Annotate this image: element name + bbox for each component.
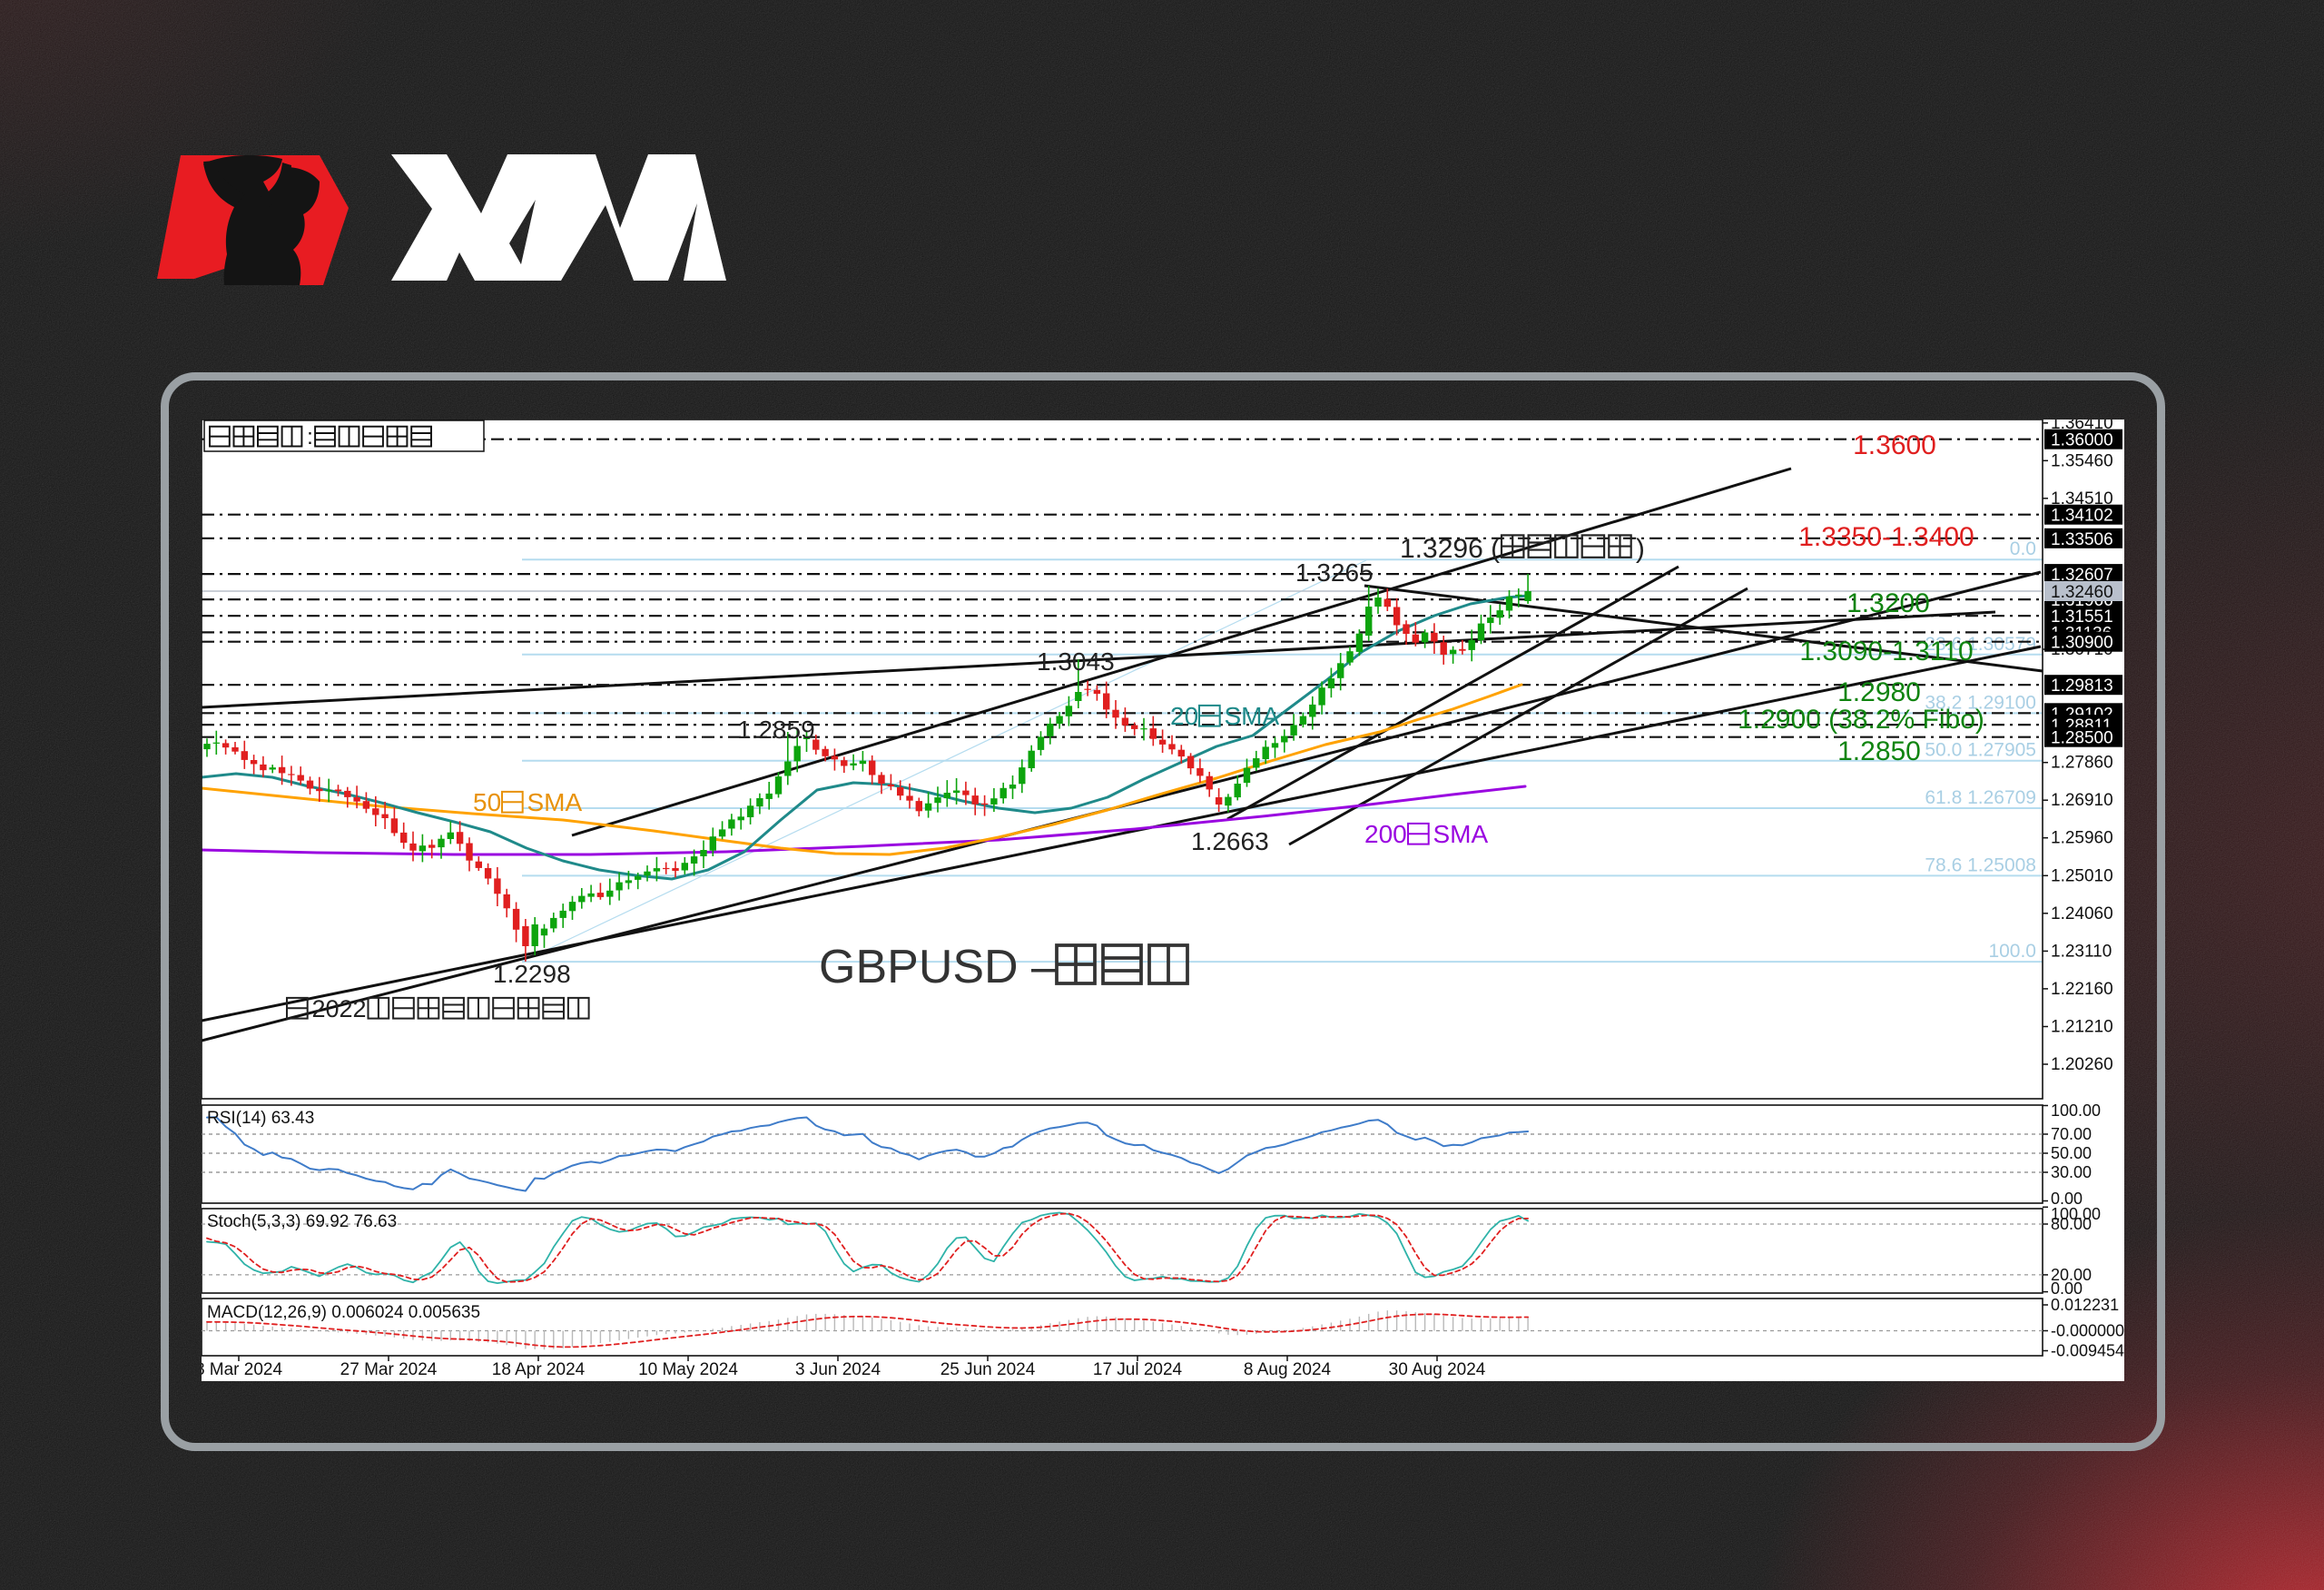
svg-text:200: 200	[1364, 820, 1407, 848]
svg-text:1.22160: 1.22160	[2051, 980, 2113, 999]
svg-text:100.00: 100.00	[2051, 1101, 2101, 1120]
svg-text:1.3043: 1.3043	[1037, 647, 1115, 676]
svg-text:1.2663: 1.2663	[1191, 827, 1269, 855]
svg-text:0.012231: 0.012231	[2051, 1296, 2119, 1314]
svg-text:23.6 1.30579: 23.6 1.30579	[1925, 634, 2036, 655]
svg-text:78.6 1.25008: 78.6 1.25008	[1925, 854, 2036, 875]
svg-text:38.2 1.29100: 38.2 1.29100	[1925, 692, 2036, 713]
svg-text:SMA: SMA	[1225, 702, 1280, 730]
svg-text:1.2850: 1.2850	[1837, 736, 1921, 766]
svg-text:1.36000: 1.36000	[2051, 431, 2113, 450]
svg-text:50.0 1.27905: 50.0 1.27905	[1925, 740, 2036, 761]
svg-text::: :	[307, 425, 313, 449]
svg-text:-0.009454: -0.009454	[2051, 1342, 2124, 1360]
svg-text:20.00: 20.00	[2051, 1266, 2092, 1284]
svg-text:30.00: 30.00	[2051, 1163, 2092, 1181]
svg-text:1.31551: 1.31551	[2051, 607, 2113, 627]
svg-text:1.23110: 1.23110	[2051, 942, 2112, 961]
svg-text:80.00: 80.00	[2051, 1215, 2092, 1233]
svg-text:17 Jul 2024: 17 Jul 2024	[1093, 1360, 1183, 1379]
svg-text:1.34102: 1.34102	[2051, 507, 2113, 526]
svg-text:20: 20	[1170, 702, 1198, 730]
svg-text:-0.000000: -0.000000	[2051, 1322, 2124, 1340]
svg-text:1.32607: 1.32607	[2051, 566, 2113, 585]
svg-text:0.00: 0.00	[2051, 1279, 2083, 1298]
svg-text:30 Aug 2024: 30 Aug 2024	[1389, 1360, 1486, 1379]
svg-text:1.3600: 1.3600	[1853, 430, 1936, 460]
svg-text:0.0: 0.0	[2010, 538, 2036, 559]
svg-text:1.30900: 1.30900	[2051, 634, 2113, 653]
svg-text:50: 50	[473, 788, 501, 816]
svg-text:1.27860: 1.27860	[2051, 754, 2113, 773]
svg-text:SMA: SMA	[527, 788, 583, 816]
svg-text:100.00: 100.00	[2051, 1205, 2101, 1223]
svg-text:10 May 2024: 10 May 2024	[638, 1360, 738, 1379]
svg-text:27 Mar 2024: 27 Mar 2024	[340, 1360, 438, 1379]
svg-text:1.25960: 1.25960	[2051, 829, 2113, 848]
svg-text:MACD(12,26,9) 0.006024 0.00563: MACD(12,26,9) 0.006024 0.005635	[207, 1303, 480, 1322]
svg-text:1.3350-1.3400: 1.3350-1.3400	[1798, 522, 1974, 552]
svg-text:1.3296 (: 1.3296 (	[1400, 534, 1500, 564]
svg-text:1.26910: 1.26910	[2051, 791, 2113, 810]
svg-text:1.21210: 1.21210	[2051, 1018, 2113, 1037]
svg-text:61.8 1.26709: 61.8 1.26709	[1925, 787, 2036, 808]
svg-text:1.3265: 1.3265	[1295, 558, 1374, 587]
svg-text:): )	[1636, 534, 1645, 564]
svg-text:1.28500: 1.28500	[2051, 729, 2113, 748]
svg-text:100.0: 100.0	[1988, 941, 2036, 962]
svg-text:1.33506: 1.33506	[2051, 530, 2113, 549]
svg-text:1.34510: 1.34510	[2051, 489, 2113, 509]
svg-text:1.35460: 1.35460	[2051, 451, 2113, 470]
svg-text:25 Jun 2024: 25 Jun 2024	[940, 1360, 1036, 1379]
svg-text:50.00: 50.00	[2051, 1144, 2092, 1162]
svg-text:8 Aug 2024: 8 Aug 2024	[1244, 1360, 1332, 1379]
svg-text:1.25010: 1.25010	[2051, 866, 2113, 885]
svg-text:1.2900 (38.2% Fibo): 1.2900 (38.2% Fibo)	[1738, 705, 1984, 735]
svg-text:3 Jun 2024: 3 Jun 2024	[795, 1360, 881, 1379]
svg-text:1.2859: 1.2859	[737, 716, 815, 744]
svg-text:2022: 2022	[312, 995, 367, 1022]
svg-text:GBPUSD –: GBPUSD –	[819, 941, 1070, 993]
svg-text:8 Mar 2024: 8 Mar 2024	[202, 1360, 282, 1379]
svg-text:1.2980: 1.2980	[1837, 677, 1921, 707]
svg-text:1.29813: 1.29813	[2051, 676, 2113, 696]
svg-text:1.2298: 1.2298	[493, 960, 571, 988]
svg-text:RSI(14) 63.43: RSI(14) 63.43	[207, 1109, 314, 1128]
svg-text:SMA: SMA	[1433, 820, 1489, 848]
svg-text:1.32460: 1.32460	[2051, 583, 2113, 602]
svg-text:0.00: 0.00	[2051, 1190, 2083, 1208]
svg-text:1.3090-1.3110: 1.3090-1.3110	[1799, 637, 1973, 667]
svg-text:18 Apr 2024: 18 Apr 2024	[492, 1360, 586, 1379]
svg-text:1.24060: 1.24060	[2051, 904, 2113, 923]
svg-text:70.00: 70.00	[2051, 1125, 2092, 1143]
svg-text:1.20260: 1.20260	[2051, 1055, 2113, 1074]
svg-text:Stoch(5,3,3) 69.92 76.63: Stoch(5,3,3) 69.92 76.63	[207, 1212, 397, 1231]
svg-text:1.3200: 1.3200	[1846, 588, 1930, 618]
